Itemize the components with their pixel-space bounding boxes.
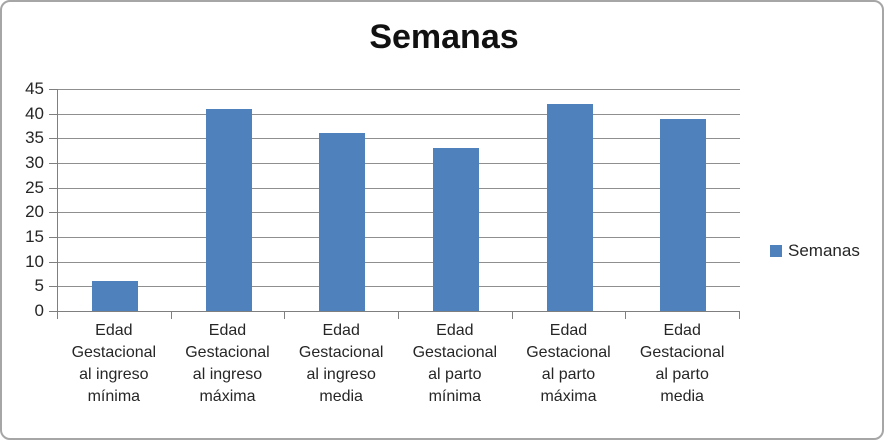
x-axis-label-3: Edad Gestacional al ingreso media	[298, 322, 384, 405]
y-axis-label-30: 30	[25, 153, 44, 172]
x-axis-tick-0	[57, 312, 58, 319]
gridline-20	[58, 212, 740, 214]
y-axis-tick-10	[49, 261, 57, 263]
y-axis-label-40: 40	[25, 103, 44, 123]
x-axis-label-6: Edad Gestacional al parto media	[639, 322, 725, 405]
bar-1	[91, 281, 138, 311]
bar-2	[205, 108, 252, 311]
legend: Semanas	[770, 241, 860, 261]
x-axis-label-2: Edad Gestacional al ingreso máxima	[185, 322, 270, 405]
gridline-5	[58, 286, 740, 288]
gridline-10	[58, 261, 740, 263]
bar-6	[660, 118, 707, 311]
gridline-35	[58, 138, 740, 140]
y-axis-tick-35	[49, 138, 57, 140]
x-axis-tick-4	[511, 312, 513, 319]
y-axis-tick-25	[49, 187, 57, 189]
y-axis-label-5: 5	[34, 276, 44, 296]
gridline-30	[58, 163, 740, 164]
y-axis-tick-5	[49, 286, 57, 288]
x-axis-tick-2	[284, 312, 286, 319]
chart-title: Semanas	[369, 18, 519, 56]
x-axis-tick-3	[398, 312, 399, 319]
plot-area	[57, 89, 740, 312]
y-axis-label-20: 20	[25, 202, 44, 222]
x-axis-tick-1	[170, 312, 172, 319]
bar-5	[546, 103, 593, 311]
bar-3	[319, 133, 366, 311]
gridline-45	[58, 89, 740, 90]
x-axis-label-1: Edad Gestacional al ingreso mínima	[71, 322, 157, 405]
x-axis-tick-5	[625, 312, 627, 319]
y-axis-tick-40	[49, 113, 57, 115]
y-axis-label-35: 35	[25, 128, 44, 148]
y-axis-label-10: 10	[25, 251, 44, 271]
gridline-40	[58, 113, 740, 115]
y-axis-label-15: 15	[25, 227, 44, 246]
bar-4	[432, 148, 479, 311]
y-axis-label-25: 25	[25, 177, 44, 197]
y-axis-label-0: 0	[34, 301, 44, 320]
x-axis-label-5: Edad Gestacional al parto máxima	[526, 322, 611, 405]
gridline-15	[58, 237, 740, 238]
y-axis-tick-20	[49, 212, 57, 214]
x-axis-tick-6	[739, 312, 740, 319]
legend-label: Semanas	[788, 241, 860, 260]
y-axis-tick-0	[49, 311, 57, 312]
gridline-25	[58, 187, 740, 189]
x-axis-label-4: Edad Gestacional al parto mínima	[412, 322, 498, 405]
y-axis-label-45: 45	[25, 79, 44, 98]
y-axis-tick-45	[49, 89, 57, 90]
y-axis-tick-15	[49, 237, 57, 238]
legend-swatch-icon	[770, 245, 782, 257]
y-axis-tick-30	[49, 163, 57, 164]
